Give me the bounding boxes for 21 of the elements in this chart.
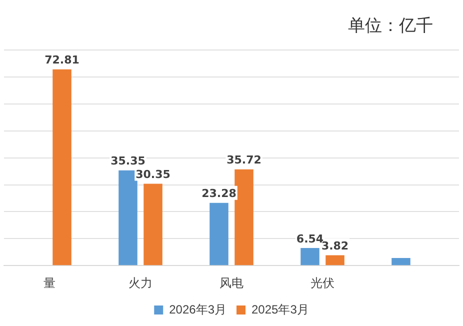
bar: [118, 170, 138, 266]
bar: [300, 248, 320, 266]
x-tick-label: 量: [44, 276, 56, 290]
legend-label: 2026年3月: [169, 302, 227, 316]
text: 单位：亿千: [348, 15, 433, 37]
data-label: 6.54: [296, 232, 324, 246]
bar: [234, 169, 254, 266]
data-label: 30.35: [136, 168, 170, 182]
x-tick-label: 风电: [220, 276, 244, 290]
data-label: 23.28: [202, 187, 236, 200]
bar: [144, 184, 162, 266]
data-label: 35.35: [110, 154, 146, 168]
data-label: 35.72: [226, 154, 262, 167]
data-label: 72.81: [44, 54, 80, 67]
bar: [326, 255, 344, 266]
bar: [52, 69, 72, 266]
legend-label: 2025年3月: [252, 302, 309, 316]
x-tick-label: 火力: [128, 276, 152, 290]
bar: [392, 258, 410, 266]
x-tick-label: 光伏: [310, 276, 334, 290]
bar: [210, 202, 228, 266]
